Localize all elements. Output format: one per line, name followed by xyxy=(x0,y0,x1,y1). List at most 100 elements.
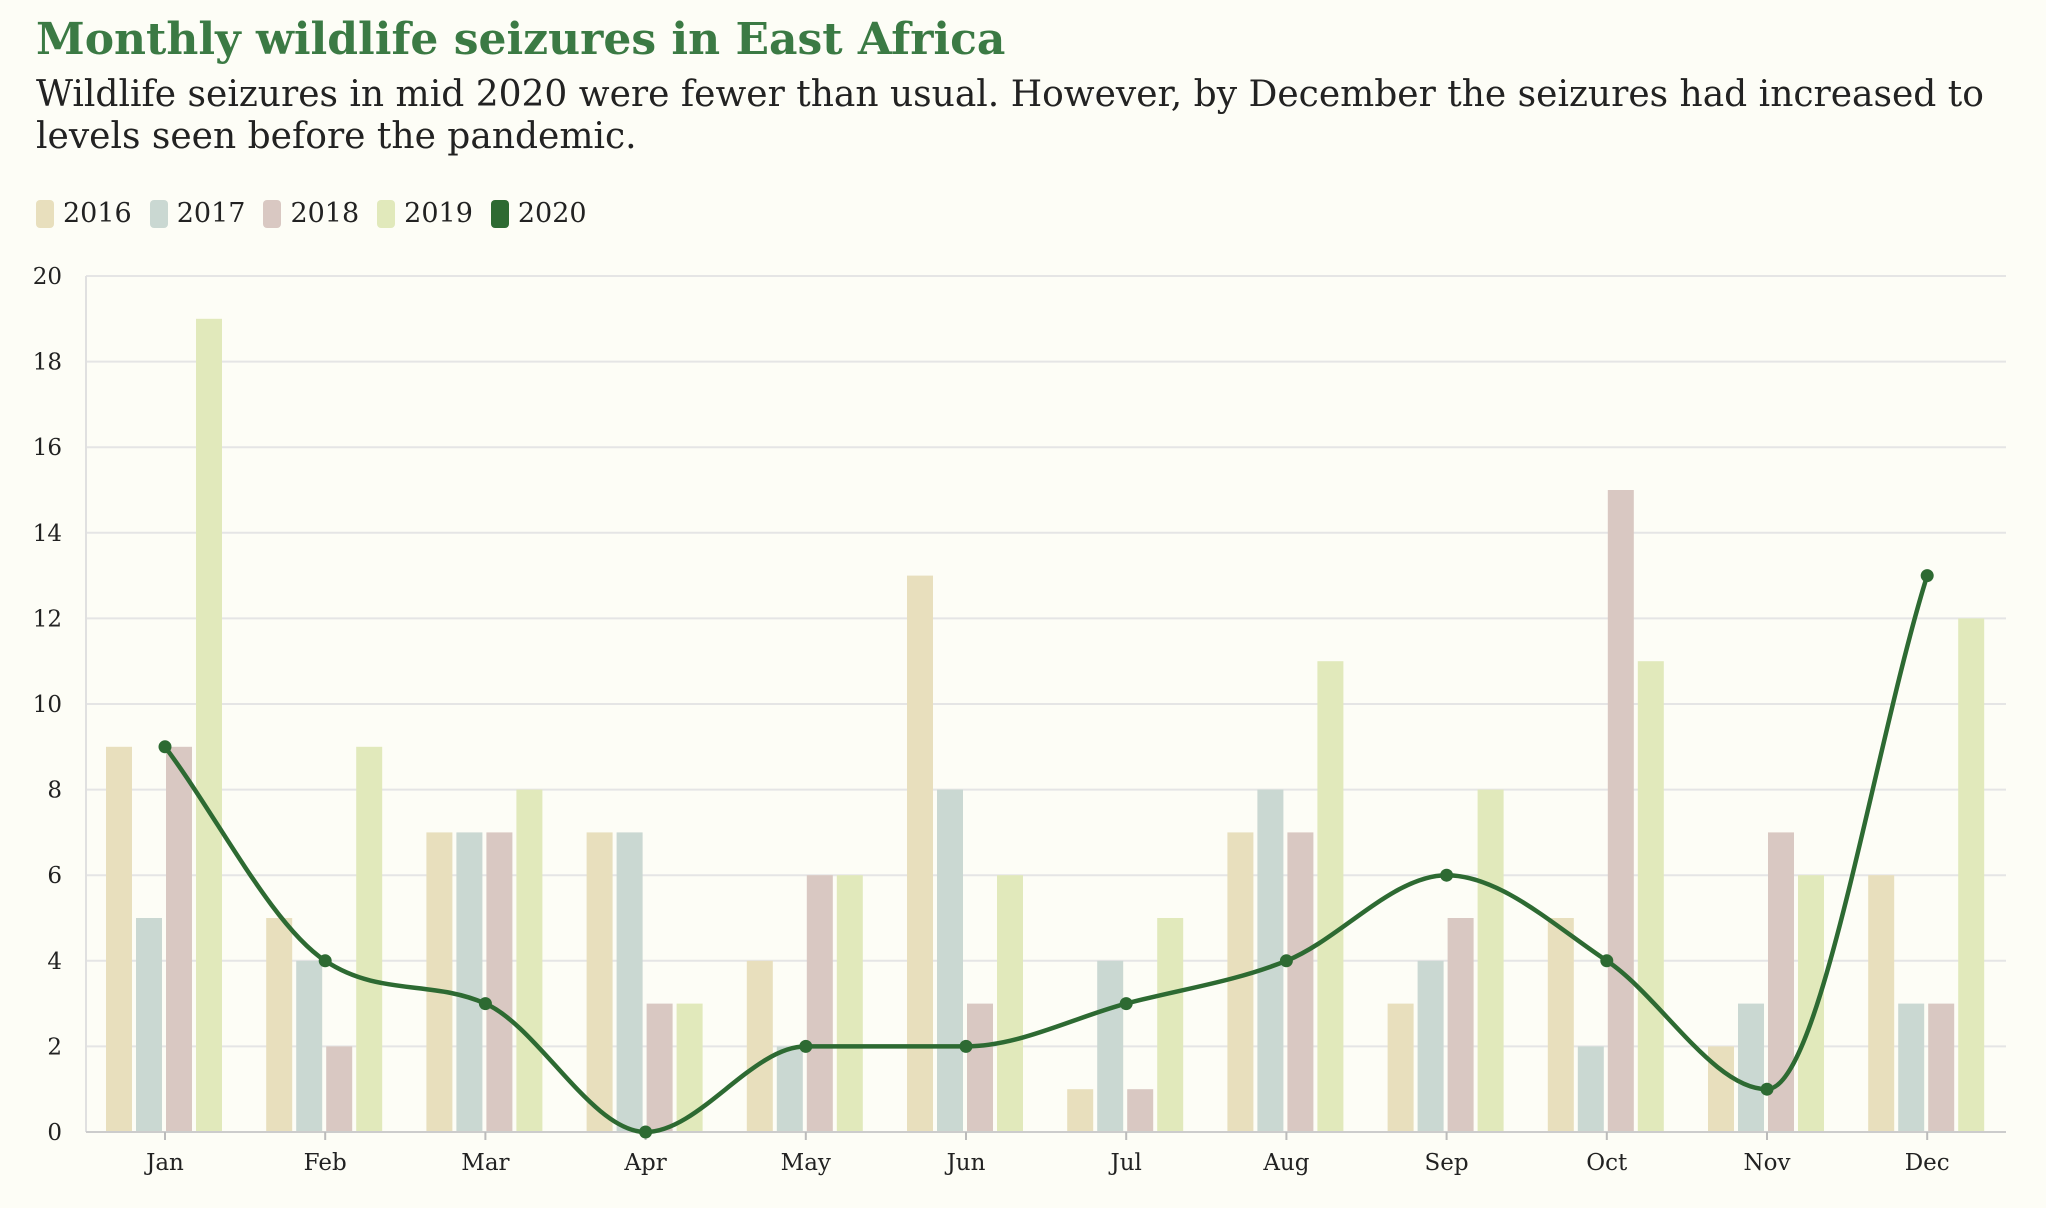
bar-2017-Feb[interactable] xyxy=(296,960,323,1132)
legend-label-2017: 2017 xyxy=(176,198,246,229)
point-2020-Oct[interactable] xyxy=(1600,954,1614,968)
bar-2019-Nov[interactable] xyxy=(1798,875,1824,1132)
x-tick-label: Jan xyxy=(144,1150,184,1176)
bar-2019-Jul[interactable] xyxy=(1157,918,1184,1132)
bar-2018-Oct[interactable] xyxy=(1607,490,1634,1132)
point-2020-Jun[interactable] xyxy=(959,1039,973,1053)
bar-2016-Apr[interactable] xyxy=(586,832,613,1132)
bar-2017-Aug[interactable] xyxy=(1257,789,1284,1132)
point-2020-Jul[interactable] xyxy=(1119,997,1133,1011)
bar-2016-Sep[interactable] xyxy=(1387,1003,1414,1132)
x-tick-label: Feb xyxy=(304,1150,347,1176)
bar-2017-Nov[interactable] xyxy=(1738,1003,1764,1132)
x-tick-label: Mar xyxy=(461,1150,509,1176)
x-tick-label: Apr xyxy=(623,1150,666,1176)
bar-2016-Jun[interactable] xyxy=(907,575,933,1132)
bar-2017-Oct[interactable] xyxy=(1577,1046,1604,1132)
bar-2016-Dec[interactable] xyxy=(1868,875,1895,1132)
bar-2018-Jul[interactable] xyxy=(1127,1089,1154,1132)
y-tick-label: 20 xyxy=(33,264,62,290)
point-2020-May[interactable] xyxy=(799,1039,813,1053)
y-tick-label: 14 xyxy=(33,521,62,547)
y-tick-label: 8 xyxy=(47,778,62,804)
chart-title: Monthly wildlife seizures in East Africa xyxy=(36,14,1006,65)
y-tick-label: 10 xyxy=(33,692,62,718)
bar-2019-Apr[interactable] xyxy=(676,1003,703,1132)
bar-2018-May[interactable] xyxy=(806,875,833,1132)
x-tick-label: May xyxy=(781,1150,831,1176)
legend: 2016 2017 2018 2019 2020 xyxy=(36,198,605,229)
y-tick-label: 4 xyxy=(47,949,62,975)
bar-2018-Mar[interactable] xyxy=(486,832,513,1132)
bar-2019-Sep[interactable] xyxy=(1477,789,1504,1132)
legend-label-2016: 2016 xyxy=(63,198,132,229)
legend-swatch-2020 xyxy=(490,199,509,228)
bar-2019-Jun[interactable] xyxy=(997,875,1023,1132)
bar-2017-Sep[interactable] xyxy=(1417,960,1444,1132)
point-2020-Aug[interactable] xyxy=(1279,954,1293,968)
point-2020-Jan[interactable] xyxy=(158,740,172,754)
y-tick-label: 6 xyxy=(47,863,62,889)
bar-2018-Apr[interactable] xyxy=(646,1003,673,1132)
bar-2019-Dec[interactable] xyxy=(1958,618,1985,1132)
legend-swatch-2017 xyxy=(149,199,168,228)
x-tick-label: Sep xyxy=(1425,1150,1469,1176)
bar-2018-Jun[interactable] xyxy=(967,1003,993,1132)
bar-2016-Feb[interactable] xyxy=(266,918,293,1132)
legend-label-2020: 2020 xyxy=(517,198,587,229)
point-2020-Nov[interactable] xyxy=(1760,1082,1774,1096)
x-tick-label: Aug xyxy=(1262,1150,1309,1176)
legend-item-2019[interactable]: 2019 xyxy=(377,198,473,229)
legend-item-2020[interactable]: 2020 xyxy=(490,198,587,229)
bar-2018-Aug[interactable] xyxy=(1287,832,1314,1132)
bar-2016-Nov[interactable] xyxy=(1708,1046,1734,1132)
y-tick-label: 12 xyxy=(33,606,62,632)
bar-2017-Mar[interactable] xyxy=(456,832,483,1132)
bar-2019-Aug[interactable] xyxy=(1317,661,1344,1132)
bar-2016-Jan[interactable] xyxy=(106,746,132,1132)
bar-2019-Jan[interactable] xyxy=(196,318,222,1132)
chart-subtitle: Wildlife seizures in mid 2020 were fewer… xyxy=(36,74,1984,157)
bar-2017-Jan[interactable] xyxy=(136,918,162,1132)
bar-2016-May[interactable] xyxy=(746,960,773,1132)
legend-swatch-2018 xyxy=(263,199,282,228)
bar-2017-May[interactable] xyxy=(776,1046,803,1132)
series-line-2020[interactable] xyxy=(163,574,1930,1135)
legend-swatch-2019 xyxy=(377,199,396,228)
bar-2018-Sep[interactable] xyxy=(1447,918,1474,1132)
bar-2018-Feb[interactable] xyxy=(326,1046,353,1132)
legend-label-2019: 2019 xyxy=(404,198,473,229)
x-tick-label: Nov xyxy=(1744,1150,1791,1176)
bar-2016-Mar[interactable] xyxy=(426,832,453,1132)
point-2020-Dec[interactable] xyxy=(1920,569,1934,583)
point-2020-Sep[interactable] xyxy=(1440,868,1454,882)
bar-2016-Oct[interactable] xyxy=(1547,918,1574,1132)
bar-2017-Jun[interactable] xyxy=(937,789,963,1132)
x-tick-label: Dec xyxy=(1905,1150,1950,1176)
point-2020-Mar[interactable] xyxy=(478,997,492,1011)
x-tick-label: Oct xyxy=(1586,1150,1628,1176)
bar-2019-Mar[interactable] xyxy=(516,789,543,1132)
legend-item-2017[interactable]: 2017 xyxy=(149,198,246,229)
y-tick-label: 18 xyxy=(33,350,62,376)
y-tick-label: 0 xyxy=(47,1120,62,1146)
legend-label-2018: 2018 xyxy=(290,198,360,229)
x-tick-label: Jul xyxy=(1109,1150,1142,1176)
point-2020-Feb[interactable] xyxy=(318,954,332,968)
bar-2019-Feb[interactable] xyxy=(356,746,383,1132)
x-tick-label: Jun xyxy=(945,1150,986,1176)
bar-2018-Jan[interactable] xyxy=(166,746,192,1132)
bar-2017-Jul[interactable] xyxy=(1097,960,1124,1132)
bar-2019-May[interactable] xyxy=(836,875,863,1132)
bar-2019-Oct[interactable] xyxy=(1637,661,1664,1132)
bar-2018-Dec[interactable] xyxy=(1928,1003,1955,1132)
bar-2017-Dec[interactable] xyxy=(1898,1003,1925,1132)
bar-2017-Apr[interactable] xyxy=(616,832,643,1132)
legend-item-2018[interactable]: 2018 xyxy=(263,198,359,229)
bar-2016-Aug[interactable] xyxy=(1227,832,1254,1132)
legend-item-2016[interactable]: 2016 xyxy=(36,198,132,229)
legend-swatch-2016 xyxy=(36,199,54,228)
point-2020-Apr[interactable] xyxy=(639,1125,653,1139)
bar-2016-Jul[interactable] xyxy=(1067,1089,1094,1132)
